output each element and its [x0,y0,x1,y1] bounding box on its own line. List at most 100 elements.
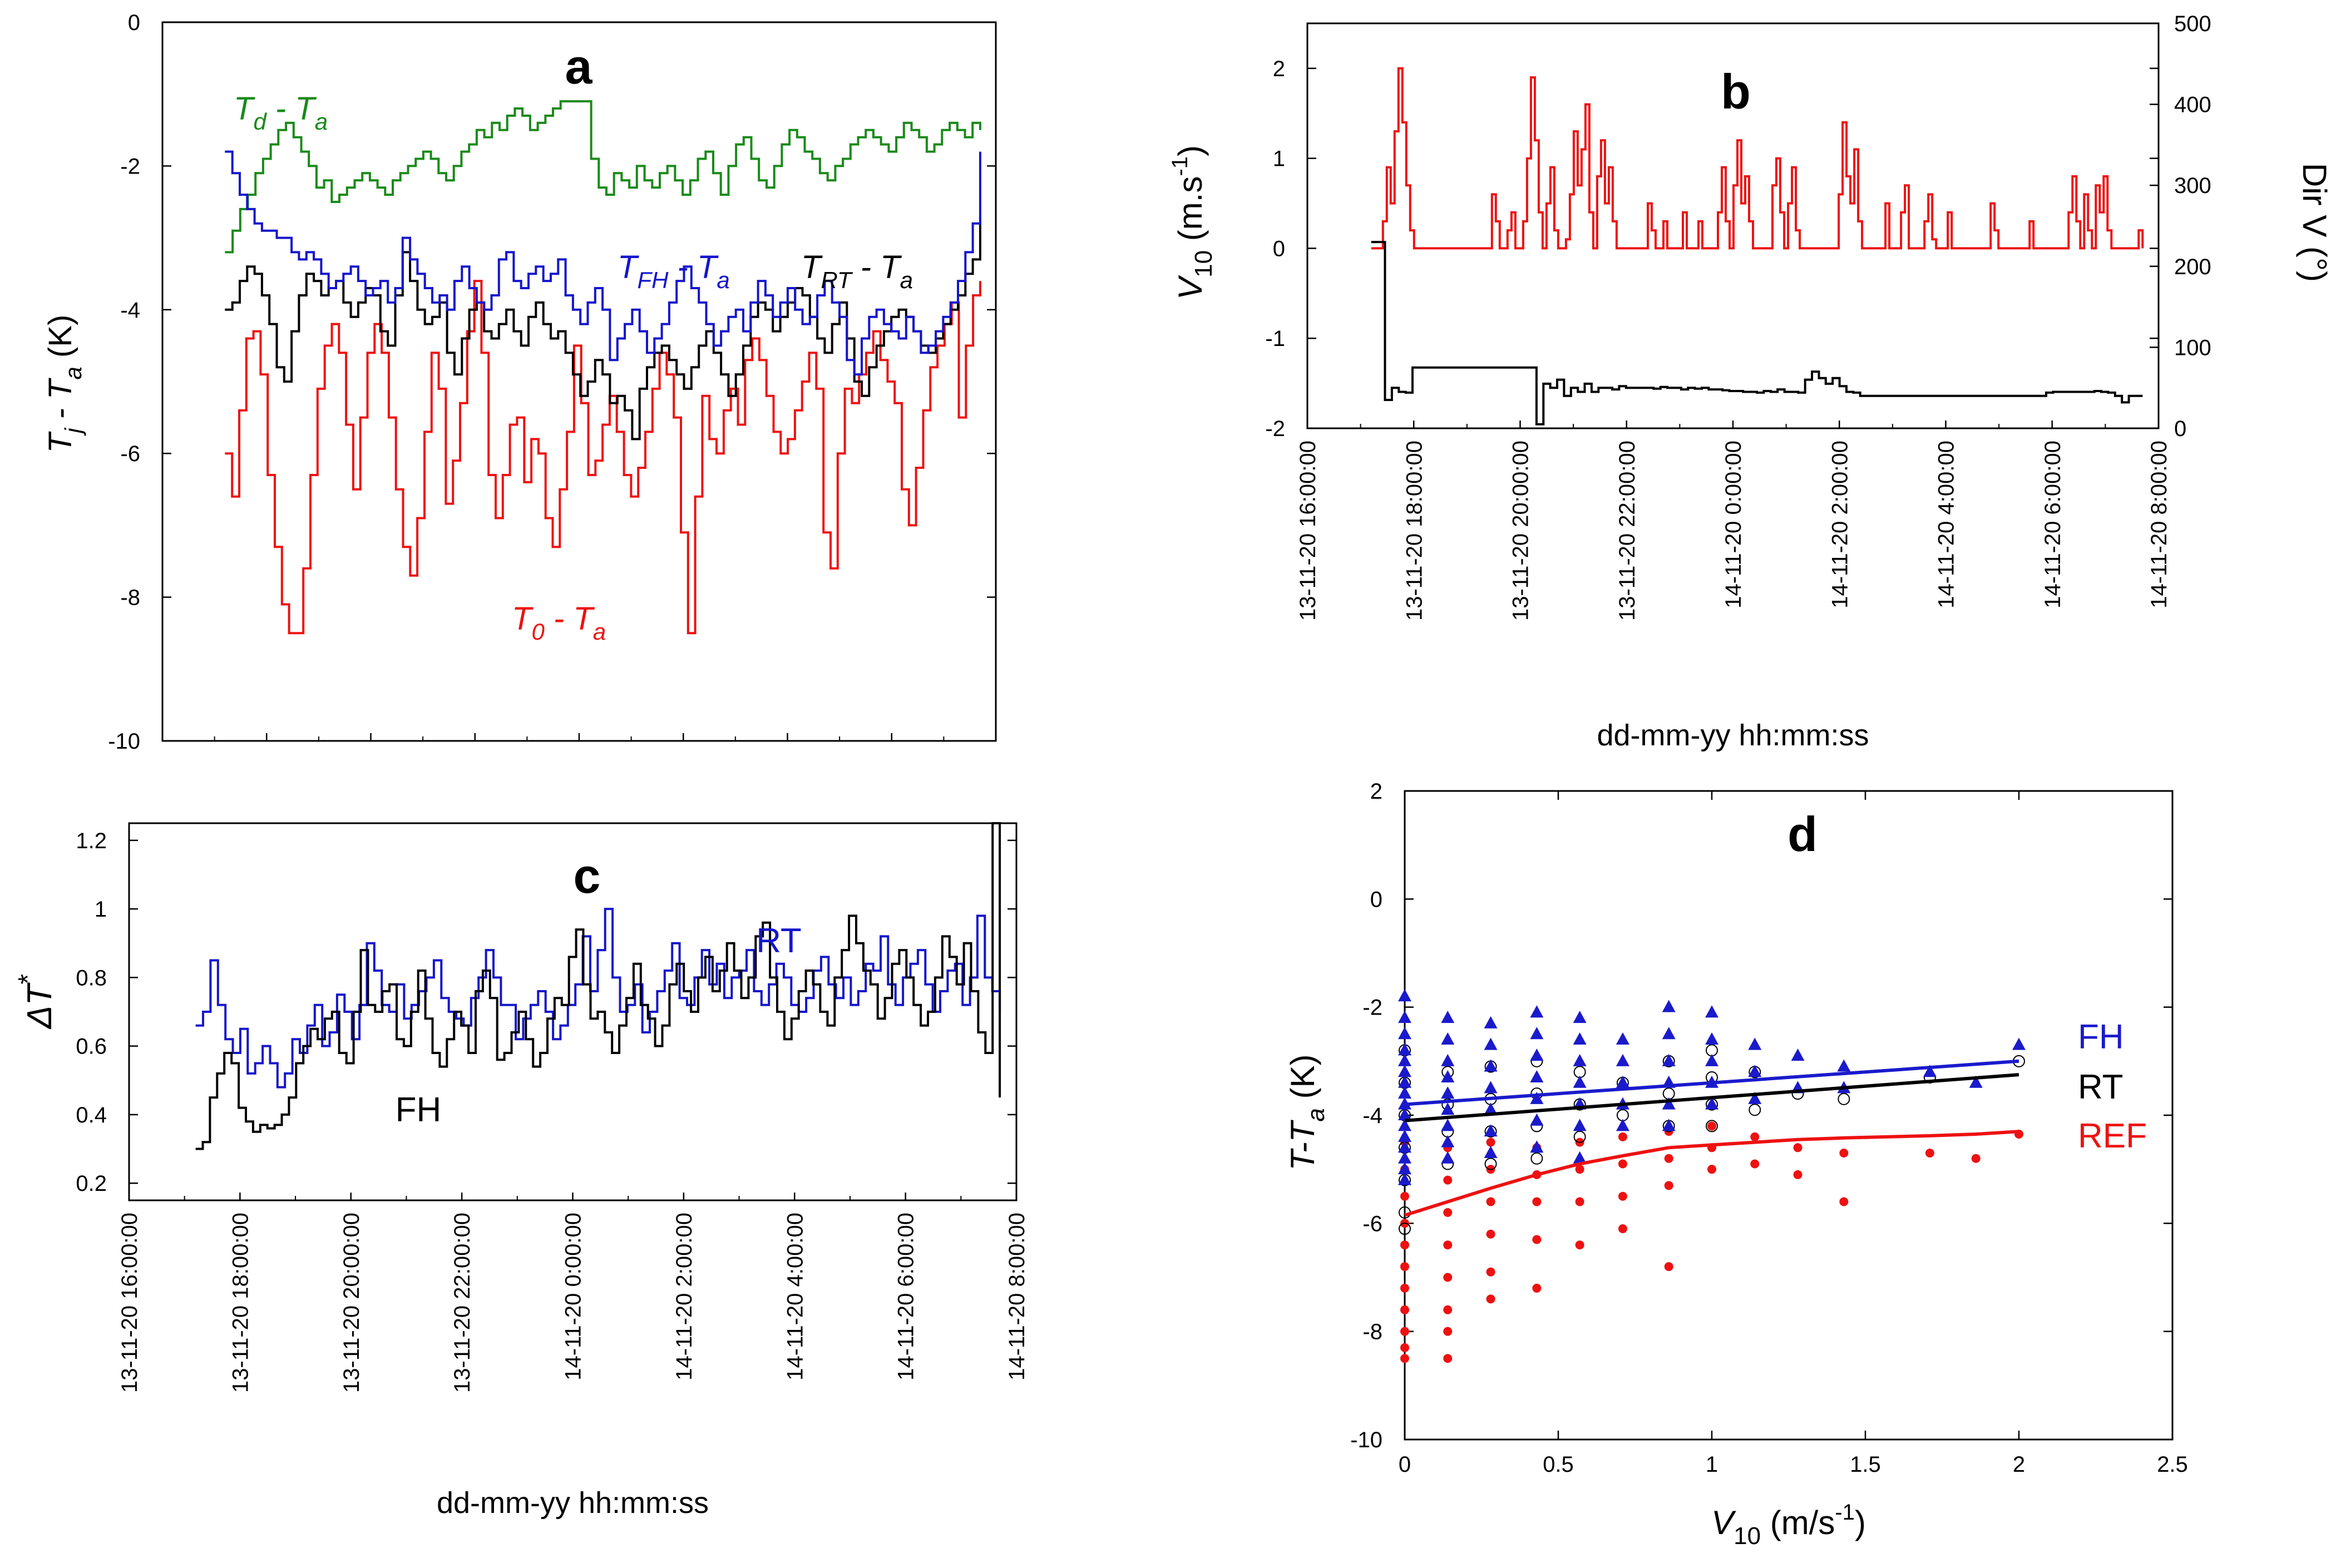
y-tick-label: -2 [1362,996,1382,1020]
point-FH [1662,1053,1676,1066]
point-FH [1441,1070,1455,1082]
series-label-TRT-part: RT [821,267,853,293]
point-FH [1398,1011,1411,1023]
point-FH [1616,1053,1629,1066]
point-REF [1400,1354,1409,1363]
point-REF [1443,1240,1453,1250]
panel-c-frame [128,822,1018,1201]
series-label-Td-part: d [253,108,267,135]
point-FH [1837,1059,1851,1072]
point-FH [1530,1005,1544,1018]
y-tick-label: -10 [108,729,140,754]
y-tick-label: 0.6 [76,1035,107,1059]
panel-title: c [574,848,601,903]
y-tick-label: 1 [1273,147,1285,171]
series-label-T0-part: - T [545,601,595,637]
series-label-Td: Td - Ta [234,91,328,135]
x-tick-label: 13-11-20 18:00:00 [228,1213,253,1393]
point-FH [1923,1065,1937,1077]
point-REF [1618,1191,1627,1201]
point-FH [1616,1119,1629,1131]
series-label-TRT: TRT - Ta [801,249,913,293]
point-REF [1443,1354,1453,1363]
point-FH [1530,1048,1544,1061]
fit-line-RT [1404,1073,2019,1122]
point-REF [1400,1191,1409,1201]
point-REF [1532,1283,1542,1293]
point-FH [1398,1151,1411,1164]
point-FH [1705,1053,1718,1066]
point-FH [1705,1032,1718,1045]
x-axis-label: dd-mm-yy hh:mm:ss [1597,719,1869,752]
panel-d: 2 0 -2 -4 -6 -8 -10 0 0.5 1 1.5 2 2.5 d FH RT REF T-Ta (K… [1284,779,2188,1550]
series-label-Td-part: a [315,108,328,135]
point-REF [1532,1197,1542,1206]
y-axis-label-part: - T [42,378,78,428]
point-FH [1662,1027,1676,1040]
x-axis-label: dd-mm-yy hh:mm:ss [437,1486,709,1520]
point-FH [1398,1053,1411,1066]
point-REF [1443,1273,1453,1282]
point-FH [1484,1081,1498,1094]
y-tick-label: -1 [1265,327,1285,351]
point-FH [1441,1135,1455,1147]
point-FH [1398,1075,1411,1088]
x-axis-label-part: V [1711,1504,1736,1541]
point-FH [1441,1011,1455,1023]
series-label-TFH-part: a [717,267,729,293]
point-REF [1618,1159,1627,1169]
point-FH [1398,1129,1411,1142]
point-FH [1441,1032,1455,1045]
y-tick-label: 0 [1370,887,1382,912]
y-right-tick-label: 0 [2174,417,2186,441]
x-tick-label: 14-11-20 6:00:00 [2041,441,2065,609]
point-FH [1441,1102,1455,1115]
series-label-TFH-part: - T [668,249,719,285]
y-axis-label-part: (K) [1284,1055,1321,1109]
series-line-RT [195,908,1001,1089]
point-FH [1484,1146,1498,1159]
series-label-RT: RT [756,922,802,960]
series-label-TFH: TFH - Ta [618,249,730,293]
point-REF [1664,1154,1673,1163]
fit-line-FH [1404,1059,2019,1106]
point-FH [1616,1032,1629,1045]
point-RT [1838,1092,1850,1105]
panel-title: d [1787,807,1818,862]
point-REF [1971,1154,1981,1163]
series-label-RT: RT [2078,1068,2123,1106]
y-axis-label-part: a [60,367,86,379]
series-label-TRT-part: T [801,249,823,285]
series-label-FH: FH [2078,1018,2124,1056]
point-FH [1484,1037,1498,1050]
series-label-T0-part: a [593,619,606,645]
y-tick-label: 2 [1370,779,1382,804]
y-axis-label-part: ΔT [21,982,59,1030]
x-axis-label: V10 (m/s-1) [1711,1500,1866,1550]
y-axis-label-part: (m.s [1172,176,1209,250]
x-tick-label: 14-11-20 2:00:00 [1828,441,1852,609]
y-tick-label: -10 [1350,1428,1382,1452]
y-tick-label: 0.8 [76,966,107,990]
y-tick-label: -2 [120,154,140,179]
x-tick-label: 14-11-20 4:00:00 [1934,441,1959,609]
y-axis-label-part: V [1172,275,1209,300]
point-REF [1707,1165,1716,1174]
point-REF [1664,1181,1673,1190]
series-label-TRT-part: - T [852,249,902,285]
point-RT [1706,1120,1718,1132]
point-REF [1618,1132,1627,1141]
x-tick-label: 13-11-20 20:00:00 [1509,441,1533,621]
series-label-REF: REF [2078,1117,2147,1155]
series-line-T0 [225,280,981,635]
point-FH [1573,1011,1587,1023]
point-FH [1530,1140,1544,1153]
point-REF [1486,1197,1495,1206]
point-REF [1750,1132,1760,1141]
y-tick-label: 0 [1273,236,1285,261]
point-RT [1484,1158,1497,1170]
point-FH [1573,1032,1587,1045]
y-axis-label: Tj - Ta (K) [42,315,86,453]
series-label-T0-part: 0 [531,619,545,645]
